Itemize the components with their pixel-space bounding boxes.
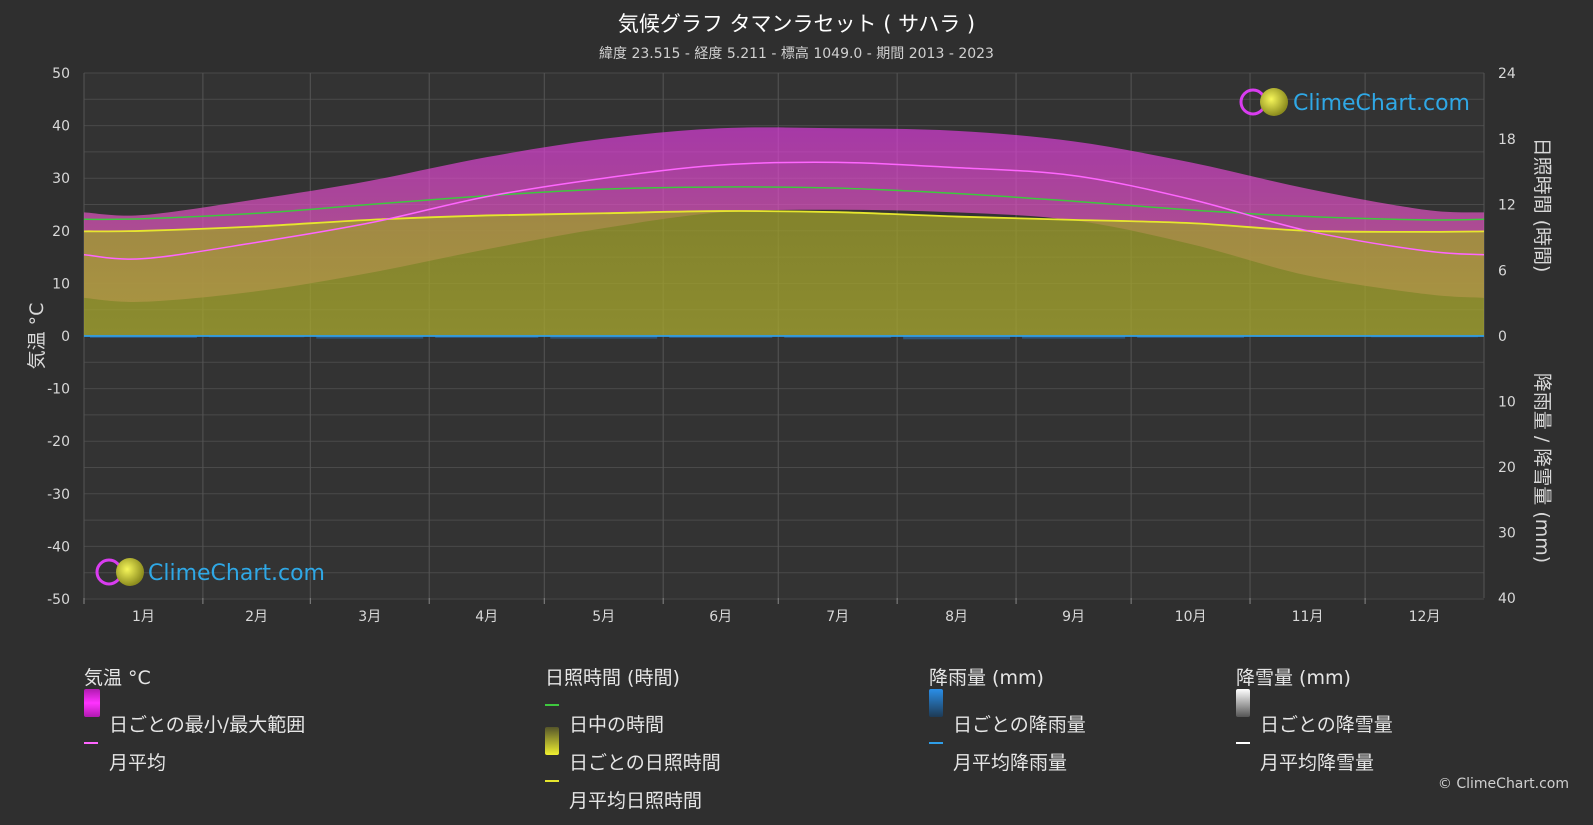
legend-item: 月平均降雪量 [1236, 742, 1393, 780]
y-left-tick-label: 30 [52, 171, 70, 187]
y-right-tick-label: 6 [1498, 263, 1507, 279]
legend-label: 日中の時間 [569, 713, 665, 736]
legend-item: 日ごとの降雪量 [1236, 704, 1393, 742]
legend-label: 月平均降雨量 [953, 751, 1068, 774]
y-left-tick-label: 40 [52, 119, 70, 135]
legend-temperature: 気温 °C 日ごとの最小/最大範囲 月平均 [84, 663, 305, 780]
y-right-tick-label: 30 [1498, 526, 1516, 542]
rain-bar [316, 336, 424, 339]
rain-bar [669, 336, 773, 338]
y-right-tick-label: 18 [1498, 132, 1516, 148]
legend-label: 日ごとの降雪量 [1260, 713, 1393, 736]
sunshine-mean-line [83, 210, 1485, 233]
legend-heading: 降雪量 (mm) [1236, 667, 1351, 689]
y-right-tick-label: 0 [1498, 329, 1507, 345]
y-left-axis-label: 気温 °C [26, 303, 48, 370]
logo-sun-icon [1260, 88, 1288, 116]
y-right-bottom-axis-label: 降雨量 / 降雪量 (mm) [1531, 373, 1553, 563]
x-tick-label: 8月 [945, 609, 968, 625]
rain-bar [550, 336, 658, 339]
y-right-tick-label: 20 [1498, 460, 1516, 476]
legend-item: 日中の時間 [545, 704, 721, 742]
y-right-top-axis-label: 日照時間 (時間) [1531, 138, 1553, 273]
legend-swatch-daily-rain [929, 689, 943, 717]
right-axis: 24 18 12 6 0 10 20 30 40 [1498, 66, 1516, 607]
legend-item: 月平均降雨量 [929, 742, 1086, 780]
legend-swatch-temp-mean [84, 742, 98, 744]
legend-swatch-temp-range [84, 689, 100, 717]
logo-text: ClimeChart.com [1293, 91, 1470, 116]
logo-text: ClimeChart.com [148, 561, 325, 586]
legend-heading: 気温 °C [84, 667, 151, 689]
legend-label: 日ごとの日照時間 [569, 751, 721, 774]
legend-item: 日ごとの最小/最大範囲 [84, 704, 305, 742]
y-left-tick-label: 0 [61, 329, 70, 345]
x-tick-label: 11月 [1292, 609, 1324, 625]
legend-label: 日ごとの降雨量 [953, 713, 1086, 736]
legend-heading: 降雨量 (mm) [929, 667, 1044, 689]
rain-bar [784, 336, 892, 338]
legend-heading: 日照時間 (時間) [545, 667, 680, 689]
rain-bar [903, 336, 1011, 340]
legend-item: 日ごとの降雨量 [929, 704, 1086, 742]
y-left-tick-label: -20 [47, 434, 70, 450]
legend-swatch-mean-sunshine [545, 780, 559, 782]
legend-swatch-daily-sunshine [545, 727, 559, 755]
legend-item: 月平均日照時間 [545, 780, 721, 818]
daylight-line [83, 186, 1485, 221]
y-left-tick-label: -40 [47, 539, 70, 555]
y-left-tick-label: -50 [47, 592, 70, 608]
legend-rain: 降雨量 (mm) 日ごとの降雨量 月平均降雨量 [929, 663, 1086, 780]
legend-swatch-daily-snow [1236, 689, 1250, 717]
logo-top-right: ClimeChart.com [1239, 88, 1470, 116]
legend-swatch-mean-snow [1236, 742, 1250, 744]
legend-item: 月平均 [84, 742, 305, 780]
chart-title: 気候グラフ タマンラセット ( サハラ ) [617, 12, 976, 36]
y-right-tick-label: 24 [1498, 66, 1516, 82]
legend-sunshine: 日照時間 (時間) 日中の時間 日ごとの日照時間 月平均日照時間 [545, 663, 721, 818]
x-tick-label: 1月 [132, 609, 155, 625]
x-tick-label: 10月 [1175, 609, 1207, 625]
x-tick-label: 9月 [1062, 609, 1085, 625]
x-axis: 1月 2月 3月 4月 5月 6月 7月 8月 9月 10月 11月 12月 [83, 598, 1441, 625]
y-right-tick-label: 10 [1498, 395, 1516, 411]
x-tick-label: 4月 [475, 609, 498, 625]
y-left-tick-label: 50 [52, 66, 70, 82]
legend-label: 月平均降雪量 [1260, 751, 1375, 774]
legend-label: 日ごとの最小/最大範囲 [109, 713, 306, 736]
rain-bar [1022, 336, 1126, 339]
x-tick-label: 2月 [245, 609, 268, 625]
y-left-tick-label: -30 [47, 487, 70, 503]
x-tick-label: 6月 [709, 609, 732, 625]
chart-marks [83, 127, 1485, 340]
y-left-tick-label: -10 [47, 382, 70, 398]
legend-swatch-mean-rain [929, 742, 943, 744]
temperature-mean-line [83, 161, 1485, 260]
left-axis: 50 40 30 20 10 0 -10 -20 -30 -40 -50 [47, 66, 70, 608]
legend-swatch-daylight [545, 704, 559, 706]
y-left-tick-label: 20 [52, 224, 70, 240]
chart-subtitle: 緯度 23.515 - 経度 5.211 - 標高 1049.0 - 期間 20… [599, 46, 994, 62]
x-tick-label: 7月 [826, 609, 849, 625]
legend-label: 月平均日照時間 [569, 789, 703, 812]
x-tick-label: 3月 [358, 609, 381, 625]
y-left-tick-label: 10 [52, 276, 70, 292]
rain-bar [1137, 336, 1245, 338]
logo-sun-icon [116, 558, 144, 586]
x-tick-label: 5月 [592, 609, 615, 625]
copyright: © ClimeChart.com [1437, 776, 1569, 792]
y-right-tick-label: 12 [1498, 198, 1516, 214]
rain-bar [435, 336, 539, 338]
legend-item: 日ごとの日照時間 [545, 742, 721, 780]
legend-snow: 降雪量 (mm) 日ごとの降雪量 月平均降雪量 [1236, 663, 1393, 780]
x-tick-label: 12月 [1409, 609, 1441, 625]
legend-label: 月平均 [109, 751, 167, 774]
logo-bottom-left: ClimeChart.com [95, 558, 325, 586]
sunshine-area [84, 211, 1484, 336]
y-right-tick-label: 40 [1498, 591, 1516, 607]
rain-bar [90, 336, 197, 338]
